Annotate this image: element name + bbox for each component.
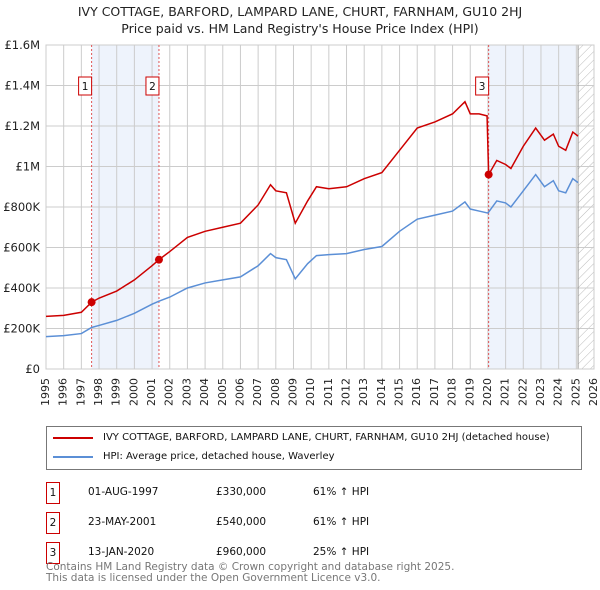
sale-date: 01-AUG-1997 [88,486,159,498]
legend-label-hpi: HPI: Average price, detached house, Wave… [103,451,335,462]
x-tick-label: 2005 [216,378,229,406]
x-tick-label: 2000 [127,378,140,406]
sale-point [87,298,96,307]
legend-swatch-hpi [53,455,93,458]
y-tick-label: £1.2M [4,119,40,133]
sale-row: 3 13-JAN-2020 £960,000 25% ↑ HPI [46,542,546,564]
plot-area: 1995 1996 1997 1998 1999 2000 2001 2002 2003 2004… [3,38,600,406]
x-tick-label: 2012 [340,378,353,406]
x-tick-label: 2015 [393,378,406,406]
sale-date: 13-JAN-2020 [88,546,155,558]
footer-line1: Contains HM Land Registry data © Crown c… [46,561,455,573]
sale-label-box [78,76,93,96]
y-tick-label: £1.4M [4,79,40,93]
y-tick-label: £800K [3,200,40,214]
x-tick-label: 2026 [587,378,600,406]
legend-label-property: IVY COTTAGE, BARFORD, LAMPARD LANE, CHUR… [103,432,550,443]
x-tick-label: 2011 [322,378,335,406]
sale-hpi-change: 25% ↑ HPI [313,546,370,558]
x-tick-label: 2009 [286,378,299,406]
x-tick-label: 2006 [233,378,246,406]
sale-label: 1 [82,81,89,93]
sale-point [154,255,163,264]
x-tick-label: 2018 [446,378,459,406]
x-tick-label: 2003 [180,378,193,406]
x-tick-label: 2016 [410,378,423,406]
sale-row: 2 23-MAY-2001 £540,000 61% ↑ HPI [46,512,546,534]
x-tick-label: 1999 [110,378,123,406]
chart-title: IVY COTTAGE, BARFORD, LAMPARD LANE, CHUR… [77,4,523,19]
chart-subtitle: Price paid vs. HM Land Registry's House … [121,21,479,36]
sale-label-box [145,76,160,96]
y-tick-label: £0 [25,362,40,376]
x-tick-label: 2022 [516,378,529,406]
hpi-line [45,173,579,338]
sale-price: £540,000 [216,516,267,528]
sale-marker-number: 1 [46,482,60,504]
sale-price: £330,000 [216,486,267,498]
x-tick-label: 2019 [463,378,476,406]
x-tick-label: 2017 [428,378,441,406]
x-tick-label: 2020 [481,378,494,406]
sale-hpi-change: 61% ↑ HPI [313,486,370,498]
x-tick-label: 2013 [357,378,370,406]
y-tick-label: £1M [15,160,40,174]
x-tick-label: 2008 [269,378,282,406]
x-tick-label: 1998 [92,378,105,406]
x-tick-label: 1996 [57,378,70,406]
legend-swatch-property [53,436,93,439]
y-tick-label: £400K [3,281,40,295]
x-tick-label: 2023 [534,378,547,406]
y-tick-label: £200K [3,322,40,336]
plot-frame [45,44,595,370]
x-tick-label: 2021 [499,378,512,406]
x-tick-label: 2024 [552,378,565,406]
sale-point [484,170,493,179]
footer-line2: This data is licensed under the Open Gov… [46,572,381,584]
x-tick-label: 2025 [569,378,582,406]
sale-hpi-change: 61% ↑ HPI [313,516,370,528]
x-tick-label: 2007 [251,378,264,406]
y-tick-label: £600K [3,241,40,255]
x-tick-label: 1995 [39,378,52,406]
footer: Contains HM Land Registry data © Crown c… [46,562,454,584]
y-tick-label: £1.6M [4,38,40,52]
sale-date: 23-MAY-2001 [88,516,157,528]
sale-label: 3 [479,81,486,93]
x-tick-label: 2001 [145,378,158,406]
sale-marker-number: 2 [46,512,60,534]
sale-marker-number: 3 [46,542,60,564]
sale-label: 2 [149,81,156,93]
sale-price: £960,000 [216,546,267,558]
x-tick-label: 2002 [163,378,176,406]
sale-row: 1 01-AUG-1997 £330,000 61% ↑ HPI [46,482,546,504]
x-tick-label: 2010 [304,378,317,406]
x-tick-label: 2014 [375,378,388,406]
sale-label-box [475,76,490,96]
x-tick-label: 1997 [74,378,87,406]
legend: IVY COTTAGE, BARFORD, LAMPARD LANE, CHUR… [46,426,582,470]
x-tick-label: 2004 [198,378,211,406]
property-price-line [45,100,579,318]
